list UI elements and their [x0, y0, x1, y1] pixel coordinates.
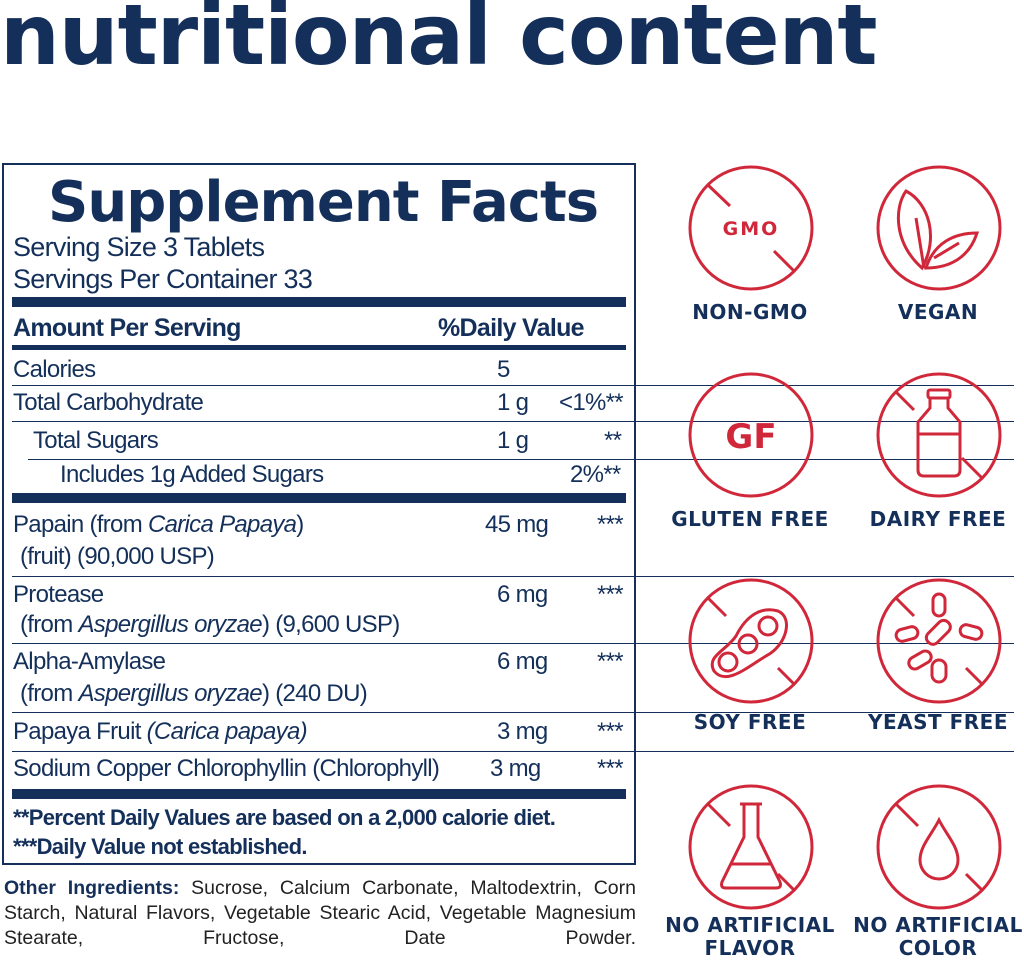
supplement-facts-title: Supplement Facts [48, 170, 599, 235]
servings-per-container: Servings Per Container 33 [13, 264, 313, 294]
page-heading: nutritional content [0, 0, 878, 84]
gmo-crossed-icon: GMO [688, 165, 814, 291]
row-amount: 5 [497, 356, 510, 383]
ingredient-detail: (from Aspergillus oryzae) (240 DU) [20, 680, 368, 708]
label-line: NO ARTIFICIAL [853, 913, 1023, 937]
text: ) (240 DU) [261, 680, 368, 707]
text: (from [20, 680, 79, 707]
milk-bottle-crossed-icon [876, 372, 1002, 498]
row-alpha-amylase: Alpha-Amylase [13, 648, 166, 675]
badge-label-yeast-free: YEAST FREE [867, 710, 1009, 734]
badge-label-vegan: VEGAN [897, 300, 979, 324]
badge-label-soy-free: SOY FREE [693, 710, 807, 734]
row-dv: 2%** [570, 461, 621, 488]
badge-label-no-artificial-flavor: NO ARTIFICIAL FLAVOR [650, 914, 850, 960]
leaves-icon [876, 165, 1002, 291]
text: ) (9,600 USP) [261, 611, 400, 638]
row-dv: ** [604, 427, 622, 454]
row-total-carbohydrate: Total Carbohydrate [13, 389, 204, 416]
row-amount: 1 g [497, 427, 529, 454]
ingredient-detail: (from Aspergillus oryzae) (9,600 USP) [20, 611, 400, 639]
label-line: FLAVOR [704, 936, 796, 960]
ingredient-name: ) [296, 511, 304, 538]
divider [12, 751, 1014, 752]
ingredient-latin: Aspergillus oryzae [78, 680, 262, 707]
ingredient-latin: Aspergillus oryzae [78, 611, 262, 638]
row-chlorophyllin: Sodium Copper Chlorophyllin (Chlorophyll… [13, 755, 440, 782]
ingredient-detail: (fruit) (90,000 USP) [20, 543, 215, 570]
row-dv: <1%** [559, 389, 624, 416]
badge-label-dairy-free: DAIRY FREE [869, 507, 1007, 531]
supplement-facts-panel [2, 163, 636, 865]
text: (from [20, 611, 79, 638]
row-amount: 3 mg [490, 755, 541, 782]
divider-thick [12, 789, 626, 799]
divider [28, 459, 1014, 460]
divider-thick [12, 493, 626, 503]
divider [12, 385, 1014, 386]
label-line: COLOR [898, 936, 978, 960]
row-amount: 1 g [497, 389, 529, 416]
soybean-crossed-icon [688, 578, 814, 704]
other-ingredients-label: Other Ingredients: [4, 877, 180, 899]
row-papain: Papain (from Carica Papaya) [13, 511, 304, 539]
ingredient-name: Papaya Fruit [13, 718, 147, 745]
icon-text: GMO [723, 218, 780, 240]
row-amount: 6 mg [497, 581, 548, 608]
other-ingredients: Other Ingredients: Sucrose, Calcium Carb… [4, 876, 636, 951]
divider-thick [12, 297, 626, 307]
row-protease: Protease [13, 581, 104, 608]
other-ingredients-text: Sucrose, Calcium Carbonate, Maltodextrin… [4, 877, 636, 949]
ingredient-name: Papain (from [13, 511, 148, 538]
footnote-not-established: ***Daily Value not established. [13, 834, 307, 859]
row-dv: *** [597, 648, 624, 675]
row-added-sugars: Includes 1g Added Sugars [60, 461, 324, 488]
amount-header: Amount Per Serving [13, 314, 241, 342]
row-amount: 6 mg [497, 648, 548, 675]
label-line: NO ARTIFICIAL [665, 913, 835, 937]
divider [12, 712, 1014, 713]
row-dv: *** [597, 755, 624, 782]
icon-text: GF [725, 417, 776, 457]
drop-crossed-icon [876, 784, 1002, 910]
divider [12, 421, 1014, 422]
badge-label-gluten-free: GLUTEN FREE [671, 507, 829, 531]
row-calories: Calories [13, 356, 96, 383]
divider [12, 643, 1014, 644]
divider-medium [12, 345, 626, 350]
row-dv: *** [597, 581, 624, 608]
yeast-crossed-icon [876, 578, 1002, 704]
flask-crossed-icon [688, 784, 814, 910]
gf-icon: GF [688, 372, 814, 498]
ingredient-latin: (Carica papaya) [146, 718, 308, 745]
ingredient-latin: Carica Papaya [147, 511, 297, 538]
row-dv: *** [597, 718, 624, 745]
row-dv: *** [597, 511, 624, 538]
row-amount: 3 mg [497, 718, 548, 745]
footnote-dv: **Percent Daily Values are based on a 2,… [13, 805, 556, 830]
badge-label-no-artificial-color: NO ARTIFICIAL COLOR [838, 914, 1024, 960]
dv-header: %Daily Value [438, 314, 585, 342]
row-papaya-fruit: Papaya Fruit (Carica papaya) [13, 718, 308, 746]
row-total-sugars: Total Sugars [33, 427, 159, 454]
row-amount: 45 mg [485, 511, 549, 538]
badge-label-non-gmo: NON-GMO [692, 300, 808, 324]
divider [12, 576, 1014, 577]
serving-size: Serving Size 3 Tablets [13, 232, 265, 262]
